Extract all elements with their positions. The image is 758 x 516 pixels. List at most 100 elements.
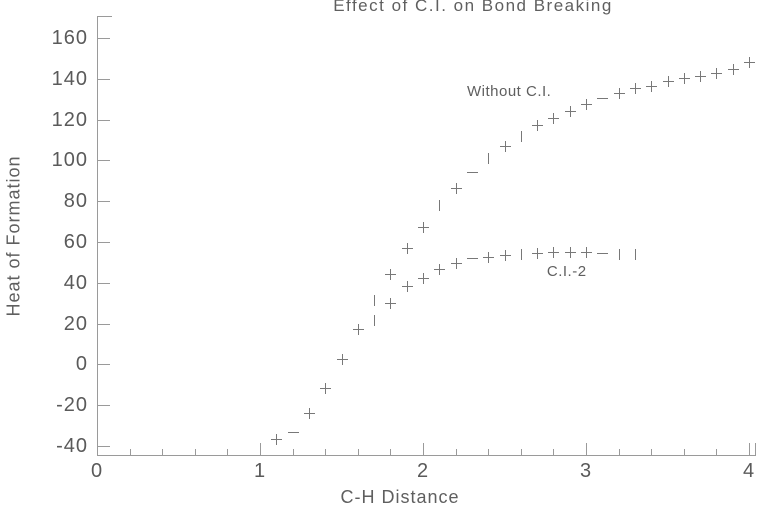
x-minor-tick: [683, 449, 685, 455]
x-minor-tick: [455, 449, 457, 455]
y-major-tick: [98, 446, 110, 447]
y-tick-label: 140: [51, 67, 88, 90]
y-tick-label: 40: [63, 271, 88, 294]
data-point-marker: [581, 247, 592, 259]
chart-title: Effect of C.I. on Bond Breaking: [333, 0, 613, 15]
x-major-tick: [97, 443, 98, 455]
y-major-tick: [98, 323, 110, 325]
x-minor-tick: [357, 449, 359, 455]
x-minor-tick: [162, 449, 164, 455]
y-axis-line: [97, 16, 98, 456]
data-point-marker: [516, 130, 527, 142]
y-major-tick: [98, 119, 110, 121]
data-point-marker: [369, 295, 380, 307]
x-tick-label: 2: [416, 460, 430, 482]
series-annotation-0: Without C.I.: [467, 83, 552, 101]
data-point-marker: [711, 67, 723, 79]
y-tick-label: 60: [63, 231, 88, 253]
data-point-marker: [564, 106, 576, 118]
x-minor-tick: [194, 449, 196, 455]
x-minor-tick: [292, 449, 294, 455]
top-axis-stub: [97, 16, 112, 17]
data-point-marker: [483, 252, 495, 264]
data-point-marker: [678, 72, 690, 84]
data-point-marker: [516, 249, 527, 261]
y-tick-label: 80: [63, 190, 88, 213]
y-tick-label: -20: [56, 394, 88, 417]
data-point-marker: [450, 258, 462, 270]
data-point-marker: [597, 93, 609, 104]
data-point-marker: [646, 80, 658, 92]
x-major-tick: [423, 443, 424, 455]
data-point-marker: [630, 249, 641, 261]
y-tick-label: -40: [56, 435, 88, 457]
data-point-marker: [352, 323, 364, 335]
data-point-marker: [369, 314, 380, 326]
x-minor-tick: [520, 449, 522, 455]
y-major-tick: [98, 242, 110, 243]
x-tick-label: 3: [579, 460, 593, 482]
data-point-marker: [303, 408, 315, 420]
data-point-marker: [418, 272, 429, 284]
data-point-marker: [450, 182, 462, 194]
data-point-marker: [401, 280, 413, 292]
data-point-marker: [614, 249, 625, 261]
data-point-marker: [727, 63, 739, 75]
data-point-marker: [532, 119, 544, 131]
x-minor-tick: [129, 449, 131, 455]
x-minor-tick: [618, 449, 620, 455]
x-tick-label: 0: [90, 460, 104, 482]
y-tick-label: 0: [75, 353, 88, 376]
data-point-marker: [597, 248, 609, 259]
data-point-marker: [548, 112, 560, 124]
data-point-marker: [581, 99, 592, 111]
data-point-marker: [385, 298, 397, 310]
x-minor-tick: [651, 449, 653, 455]
right-axis-stub: [755, 443, 756, 456]
data-point-marker: [287, 427, 299, 438]
data-point-marker: [401, 243, 413, 255]
x-axis-line: [97, 455, 756, 456]
data-point-marker: [271, 433, 283, 445]
data-point-marker: [336, 354, 348, 366]
data-point-marker: [613, 88, 625, 100]
data-point-marker: [466, 167, 478, 178]
x-major-tick: [260, 443, 261, 455]
x-minor-tick: [716, 449, 718, 455]
series-annotation-1: C.I.-2: [546, 262, 587, 280]
y-tick-label: 100: [51, 149, 88, 172]
y-tick-label: 160: [51, 27, 88, 49]
y-tick-label: 20: [63, 312, 88, 335]
data-point-marker: [532, 248, 544, 260]
x-minor-tick: [390, 449, 392, 455]
data-point-marker: [434, 200, 445, 212]
y-tick-label: 120: [51, 108, 88, 131]
data-point-marker: [744, 57, 755, 69]
data-point-marker: [499, 141, 511, 153]
x-major-tick: [749, 443, 750, 455]
y-major-tick: [98, 364, 110, 366]
data-point-marker: [385, 268, 397, 280]
y-major-tick: [98, 282, 110, 284]
y-major-tick: [98, 405, 110, 407]
y-major-tick: [98, 160, 110, 162]
data-point-marker: [499, 250, 511, 262]
data-point-marker: [564, 247, 576, 259]
x-minor-tick: [488, 449, 490, 455]
y-major-tick: [98, 201, 110, 203]
data-point-marker: [483, 153, 494, 165]
x-axis-label: C-H Distance: [340, 487, 460, 507]
data-point-marker: [695, 70, 707, 82]
x-minor-tick: [227, 449, 229, 455]
data-point-marker: [466, 253, 478, 264]
x-tick-label: 4: [742, 460, 756, 482]
data-point-marker: [629, 82, 641, 94]
x-minor-tick: [325, 449, 327, 455]
x-major-tick: [586, 443, 587, 455]
data-point-marker: [320, 382, 332, 394]
data-point-marker: [662, 75, 674, 87]
x-minor-tick: [553, 449, 555, 455]
x-tick-label: 1: [253, 460, 267, 482]
y-major-tick: [98, 38, 110, 39]
